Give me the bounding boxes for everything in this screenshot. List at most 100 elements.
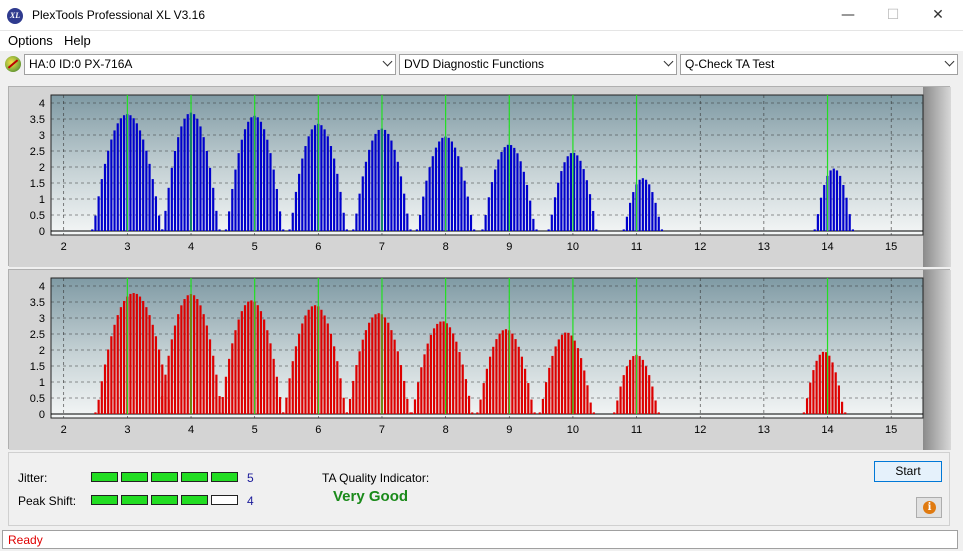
data-bar — [342, 397, 345, 414]
x-tick-label: 2 — [61, 241, 67, 253]
data-bar — [278, 211, 282, 231]
data-bar — [802, 412, 805, 414]
y-tick-label: 0 — [39, 409, 45, 421]
data-bar — [560, 171, 563, 231]
info-icon: i — [923, 501, 936, 514]
data-bar — [113, 130, 116, 231]
x-tick-label: 13 — [758, 424, 770, 436]
data-bar — [374, 133, 377, 231]
data-bar — [393, 149, 396, 231]
data-bar — [458, 352, 461, 414]
y-tick-label: 1 — [39, 194, 45, 206]
data-bar — [250, 117, 253, 231]
data-bar — [348, 398, 352, 414]
data-bar — [403, 193, 406, 231]
data-bar — [396, 351, 399, 414]
data-bar — [450, 141, 453, 231]
data-bar — [579, 160, 582, 231]
data-bar — [202, 314, 205, 414]
data-bar — [234, 330, 237, 414]
data-bar — [199, 126, 202, 231]
data-bar — [377, 129, 380, 231]
data-bar — [469, 214, 473, 231]
data-bar — [199, 305, 202, 414]
data-bar — [813, 229, 816, 231]
minimize-button[interactable]: — — [841, 7, 855, 23]
jitter-meter-segment — [211, 472, 238, 482]
data-bar — [484, 215, 487, 231]
data-bar — [654, 400, 657, 414]
data-bar — [576, 348, 580, 414]
x-tick-label: 11 — [631, 241, 642, 253]
data-bar — [492, 346, 495, 414]
data-bar — [97, 399, 100, 414]
menu-options[interactable]: Options — [8, 33, 53, 48]
data-bar — [186, 295, 189, 414]
data-bar — [371, 140, 374, 231]
data-bar — [116, 123, 119, 231]
data-bar — [818, 354, 821, 414]
data-bar — [202, 137, 205, 231]
data-bar — [455, 341, 458, 414]
start-button[interactable]: Start — [874, 461, 942, 482]
data-bar — [429, 334, 432, 414]
data-bar — [461, 364, 464, 414]
data-bar — [243, 305, 247, 414]
data-bar — [266, 330, 269, 414]
x-tick-label: 12 — [694, 241, 706, 253]
data-bar — [180, 305, 183, 414]
close-button[interactable]: ✕ — [932, 7, 944, 23]
data-bar — [158, 412, 161, 414]
data-bar — [517, 346, 520, 414]
data-bar — [298, 333, 301, 414]
data-bar — [520, 356, 524, 414]
data-bar — [119, 307, 123, 414]
data-bar — [205, 325, 208, 414]
data-bar — [177, 314, 180, 414]
x-tick-label: 9 — [506, 241, 512, 253]
data-bar — [294, 346, 298, 414]
data-bar — [132, 118, 135, 231]
data-bar — [541, 398, 545, 414]
data-bar — [256, 305, 259, 414]
data-bar — [307, 309, 310, 414]
x-tick-label: 6 — [315, 424, 321, 436]
drive-select-value: HA:0 ID:0 PX-716A — [29, 57, 133, 71]
data-bar — [272, 169, 275, 231]
data-bar — [442, 321, 445, 414]
function-select[interactable]: DVD Diagnostic Functions — [399, 54, 677, 75]
x-tick-label: 15 — [885, 424, 897, 436]
data-bar — [432, 328, 436, 414]
data-bar — [145, 307, 148, 414]
data-bar — [632, 192, 635, 231]
data-bar — [333, 158, 336, 231]
chart-panel-top: 4 3.5 3 2.5 2 1.5 1 0.5 0 2 3 4 5 6 7 8 9 10 11 12 13 14 15 — [8, 86, 951, 267]
test-select[interactable]: Q-Check TA Test — [680, 54, 958, 75]
data-bar — [500, 152, 503, 231]
x-tick-label: 13 — [758, 241, 770, 253]
data-bar — [563, 162, 566, 231]
menu-help[interactable]: Help — [64, 33, 91, 48]
data-bar — [447, 137, 450, 231]
data-bar — [834, 372, 837, 414]
data-bar — [240, 311, 243, 414]
y-tick-label: 0 — [39, 226, 45, 238]
data-bar — [471, 412, 474, 414]
data-bar — [651, 386, 654, 414]
data-bar — [488, 356, 492, 414]
x-tick-label: 3 — [124, 424, 130, 436]
chevron-down-icon — [944, 56, 955, 67]
drive-select[interactable]: HA:0 ID:0 PX-716A — [24, 54, 396, 75]
data-bar — [358, 193, 361, 231]
data-bar — [529, 200, 532, 231]
data-bar — [208, 167, 212, 231]
data-bar — [310, 129, 313, 231]
data-bar — [573, 340, 576, 414]
data-bar — [377, 313, 380, 414]
data-bar — [135, 123, 138, 231]
data-bar — [457, 156, 460, 231]
info-button[interactable]: i — [916, 497, 942, 518]
data-bar — [326, 323, 329, 414]
data-bar — [237, 319, 240, 414]
status-box: Ready — [2, 530, 958, 549]
